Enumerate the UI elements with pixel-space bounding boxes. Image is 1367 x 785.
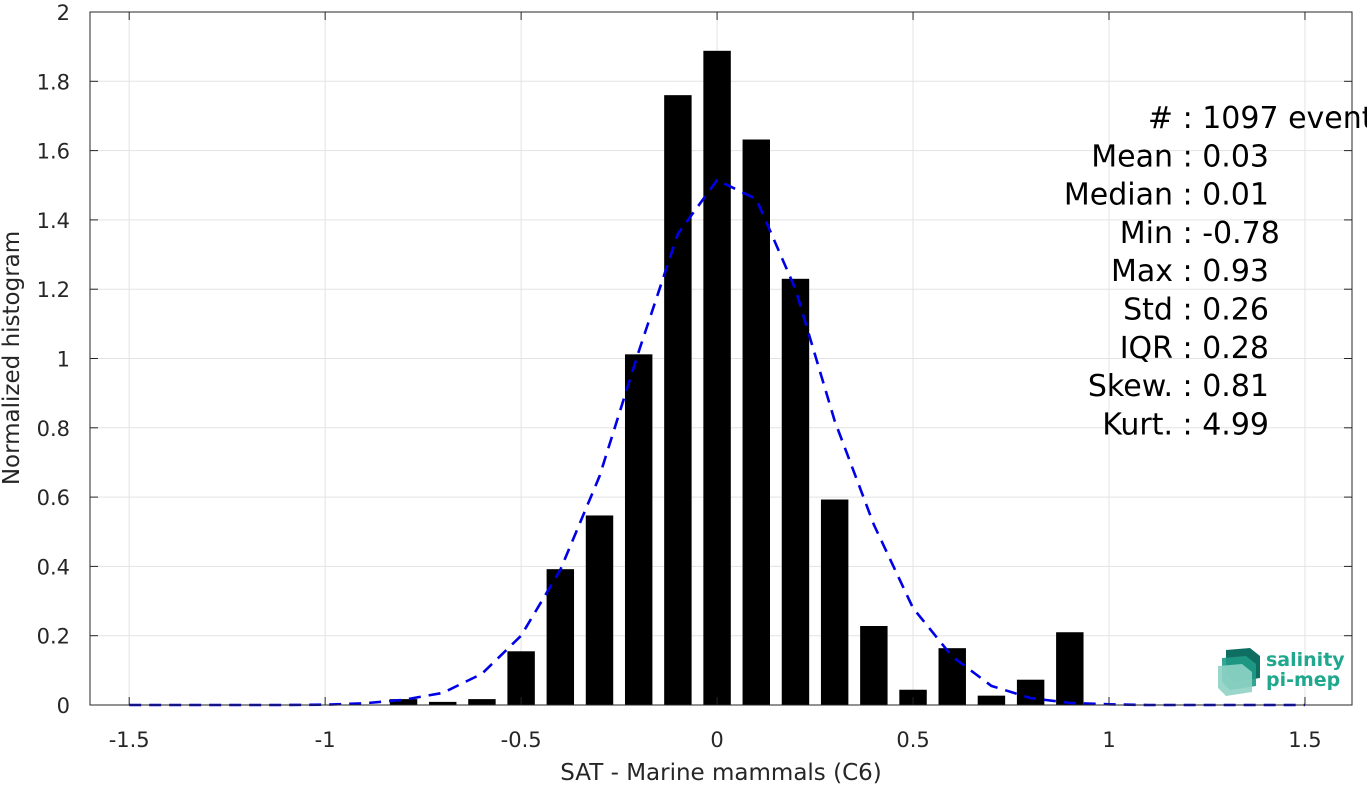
histogram-bar <box>624 354 653 705</box>
x-tick-label: 0.5 <box>896 728 929 752</box>
histogram-bar <box>468 699 496 705</box>
histogram-bar <box>742 139 770 706</box>
y-tick-label: 2 <box>57 1 70 25</box>
histogram-bar <box>507 651 535 705</box>
histogram-bar <box>664 95 692 705</box>
y-tick-label: 0.6 <box>37 486 70 510</box>
stat-line: Kurt. : 4.99 <box>1102 407 1269 442</box>
logo-line2: pi-mep <box>1266 669 1340 691</box>
x-tick-label: 0 <box>710 728 723 752</box>
stat-line: IQR : 0.28 <box>1120 331 1269 366</box>
y-tick-label: 1.2 <box>37 278 70 302</box>
y-axis-ticks: 0 0.2 0.4 0.6 0.8 1 1.2 1.4 1.6 1.8 2 <box>37 1 1352 718</box>
histogram-bar <box>546 569 575 705</box>
y-tick-label: 0.4 <box>37 555 70 579</box>
y-axis-label: Normalized histogram <box>0 231 25 485</box>
histogram-bar <box>860 625 888 705</box>
stat-line: Skew. : 0.81 <box>1088 369 1269 404</box>
y-tick-label: 0.8 <box>37 417 70 441</box>
y-tick-label: 0 <box>57 694 70 718</box>
histogram-bar <box>703 50 731 706</box>
histogram-bar <box>1056 632 1084 705</box>
logo: salinity pi-mep <box>1218 648 1345 696</box>
histogram-bar <box>1016 679 1045 705</box>
logo-layer-front <box>1218 664 1252 696</box>
x-tick-label: 1.5 <box>1288 728 1321 752</box>
histogram-bar <box>820 499 849 705</box>
histogram-bar <box>977 695 1006 705</box>
histogram-bar <box>429 701 457 705</box>
y-tick-label: 1.8 <box>37 70 70 94</box>
x-tick-label: -0.5 <box>501 728 542 752</box>
stat-line: # : 1097 events <box>1148 101 1367 136</box>
logo-line1: salinity <box>1266 649 1345 671</box>
histogram-bar <box>585 515 614 705</box>
stat-line: Mean : 0.03 <box>1091 139 1269 174</box>
y-tick-label: 1.6 <box>37 140 70 164</box>
y-tick-label: 1.4 <box>37 209 70 233</box>
stat-line: Min : -0.78 <box>1120 216 1280 251</box>
x-axis-label: SAT - Marine mammals (C6) <box>560 760 882 785</box>
stat-line: Std : 0.26 <box>1123 293 1269 328</box>
histogram-bar <box>938 648 966 705</box>
histogram-bar <box>781 278 810 705</box>
x-axis-ticks: -1.5 -1 -0.5 0 0.5 1 1.5 <box>109 12 1322 752</box>
x-tick-label: 1 <box>1102 728 1115 752</box>
x-tick-label: -1.5 <box>109 728 150 752</box>
y-tick-label: 0.2 <box>37 625 70 649</box>
histogram-bar <box>389 699 418 705</box>
stat-line: Max : 0.93 <box>1111 254 1269 289</box>
stat-line: Median : 0.01 <box>1064 178 1269 213</box>
y-tick-label: 1 <box>57 348 70 372</box>
histogram-bars <box>389 50 1084 706</box>
x-tick-label: -1 <box>315 728 336 752</box>
